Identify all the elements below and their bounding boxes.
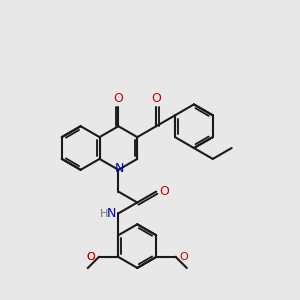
Text: H: H <box>100 209 109 219</box>
Text: O: O <box>113 92 123 105</box>
Text: O: O <box>179 252 188 262</box>
Text: O: O <box>86 252 95 262</box>
Text: N: N <box>107 207 116 220</box>
Text: O: O <box>151 92 161 105</box>
Text: N: N <box>115 162 124 175</box>
Text: O: O <box>159 185 169 198</box>
Text: O: O <box>86 252 95 262</box>
